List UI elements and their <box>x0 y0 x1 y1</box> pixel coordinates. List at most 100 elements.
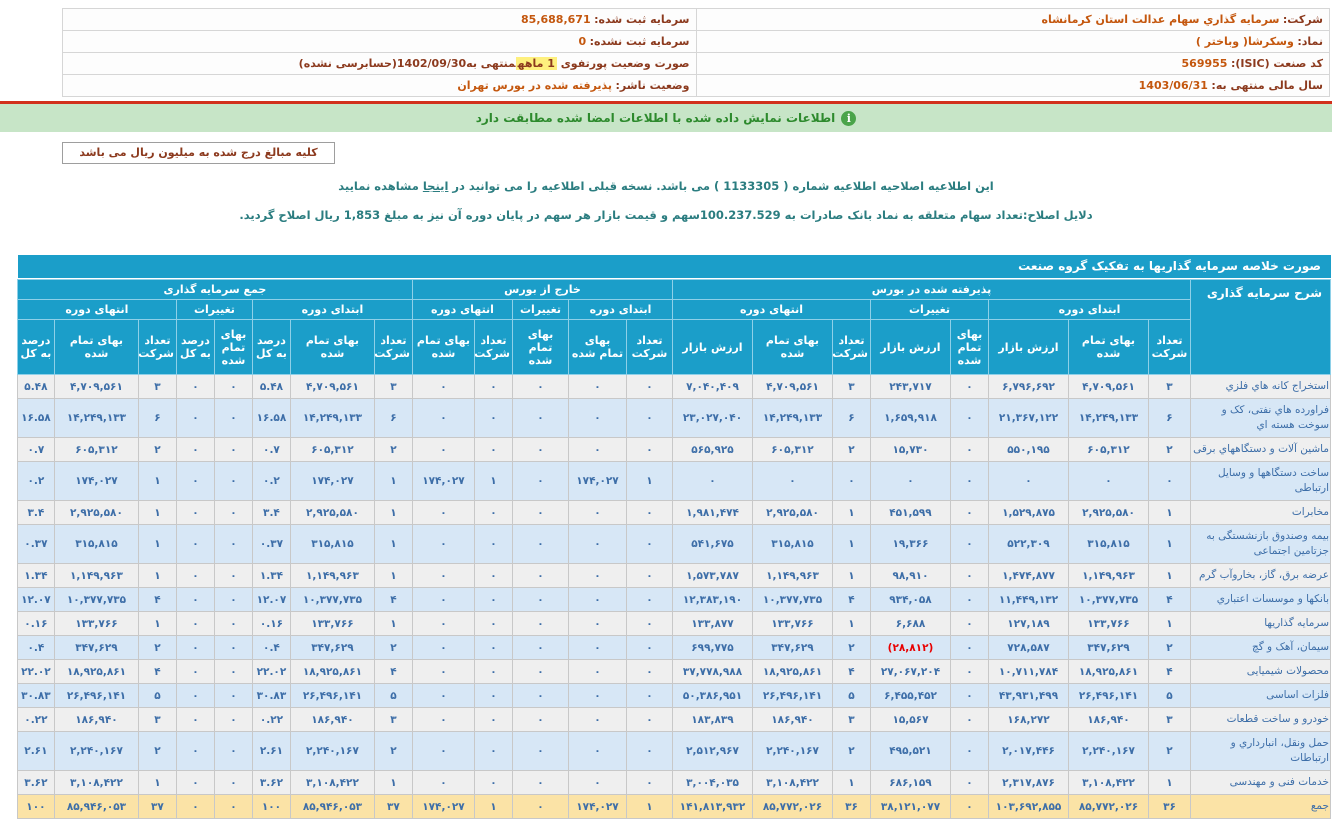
total-row: جمع ۳۶ ۸۵,۷۷۲,۰۲۶ ۱۰۳,۶۹۲,۸۵۵ ۰ ۳۸,۱۲۱,۰۷۷ ۳۶ ۸… <box>16 794 1331 819</box>
cell: ۰ <box>950 461 989 501</box>
info-row: نماد: وسکرشا( وباختر ) سرمایه ثبت نشده: … <box>62 30 1330 53</box>
cell: ۳۴۷,۶۲۹ <box>53 635 139 660</box>
leaf-column-header: ارزش بازار <box>988 319 1069 375</box>
cell: ۰ <box>411 611 476 636</box>
cell: ۱۳۳,۷۶۶ <box>752 611 833 636</box>
cell: ۲,۹۲۵,۵۸۰ <box>289 500 375 525</box>
cell: ۰ <box>411 437 476 462</box>
row-label: ماشین آلات و دستگاههاي برقی <box>1190 437 1331 462</box>
cell: ۳۰.۸۳ <box>251 683 291 708</box>
cell: ۰ <box>474 563 513 588</box>
cell: ۱,۱۴۹,۹۶۳ <box>289 563 375 588</box>
summary-table-body: استخراج کانه هاي فلزي ۳ ۴,۷۰۹,۵۶۱ ۶,۷۹۶,۶۹۲… <box>16 374 1331 819</box>
leaf-column-header: تعداد شرکت <box>832 319 871 375</box>
cell: ۰ <box>512 500 569 525</box>
cell: ۰.۲ <box>16 461 55 501</box>
cell: ۱۵,۵۶۷ <box>870 707 951 732</box>
cell: ۰ <box>175 731 215 771</box>
cell: (۲۸,۸۱۲) <box>870 635 951 660</box>
cell: ۲,۳۱۷,۸۷۶ <box>988 770 1069 795</box>
cell: ۰ <box>175 659 215 684</box>
cell: ۰ <box>568 563 627 588</box>
cell: ۰ <box>512 398 569 438</box>
table-row: ماشین آلات و دستگاههاي برقی ۲ ۶۰۵,۳۱۲ ۵۵۰,۱… <box>16 437 1331 462</box>
cell: ۰ <box>988 461 1069 501</box>
leaf-column-header: بهای تمام شده <box>752 319 833 375</box>
cell: ۰ <box>626 659 673 684</box>
cell: ۱ <box>137 524 177 564</box>
cell: ۲۲.۰۲ <box>16 659 55 684</box>
cell: ۷۲۸,۵۸۷ <box>988 635 1069 660</box>
subgroup-header: انتهای دوره <box>411 299 514 320</box>
cell: ۱۸,۹۲۵,۸۶۱ <box>289 659 375 684</box>
cell: ۱۳۳,۷۶۶ <box>53 611 139 636</box>
subgroup-header: تغییرات <box>870 299 989 320</box>
cell: ۱۴,۲۴۹,۱۳۳ <box>289 398 375 438</box>
cell: ۰.۷ <box>16 437 55 462</box>
subgroup-header: ابتدای دوره <box>568 299 673 320</box>
cell: ۸۵,۷۷۲,۰۲۶ <box>1068 794 1149 819</box>
cell: ۰ <box>213 707 253 732</box>
cell: ۶۹۹,۷۷۵ <box>672 635 753 660</box>
signature-match-banner: i اطلاعات نمایش داده شده با اطلاعات امضا… <box>0 104 1332 132</box>
cell: ۰ <box>626 635 673 660</box>
cell: ۱,۱۴۹,۹۶۳ <box>752 563 833 588</box>
cell: ۰ <box>568 398 627 438</box>
cell: ۱,۱۴۹,۹۶۳ <box>53 563 139 588</box>
table-row: مخابرات ۱ ۲,۹۲۵,۵۸۰ ۱,۵۲۹,۸۷۵ ۰ ۴۵۱,۵۹۹ ۱ ۲,۹۲۵… <box>16 500 1331 525</box>
cell: ۱۴,۲۴۹,۱۳۳ <box>752 398 833 438</box>
cell: ۳ <box>832 374 871 399</box>
unregistered-capital-value: 0 <box>578 35 587 48</box>
cell: ۱۲,۳۸۳,۱۹۰ <box>672 587 753 612</box>
table-row: خودرو و ساخت قطعات ۳ ۱۸۶,۹۴۰ ۱۶۸,۲۷۲ ۰ ۱۵,۵۶۷… <box>16 707 1331 732</box>
row-label: ساخت دستگاهها و وسایل ارتباطی <box>1190 461 1331 501</box>
cell: ۳۶ <box>832 794 871 819</box>
table-row: استخراج کانه هاي فلزي ۳ ۴,۷۰۹,۵۶۱ ۶,۷۹۶,۶۹۲… <box>16 374 1331 399</box>
cell: ۵.۴۸ <box>16 374 55 399</box>
cell: ۱۴,۲۴۹,۱۳۳ <box>53 398 139 438</box>
cell: ۴ <box>373 659 413 684</box>
cell: ۳,۱۰۸,۴۲۲ <box>289 770 375 795</box>
cell: ۱ <box>832 563 871 588</box>
cell: ۰ <box>474 707 513 732</box>
cell: ۰ <box>213 731 253 771</box>
cell: ۱۸۳,۸۳۹ <box>672 707 753 732</box>
cell: ۱۰,۳۷۷,۷۳۵ <box>752 587 833 612</box>
cell: ۰ <box>474 524 513 564</box>
cell: ۰ <box>512 683 569 708</box>
issuer-status-value: پذیرفته شده در بورس تهران <box>457 79 613 92</box>
cell: ۱۶۸,۲۷۲ <box>988 707 1069 732</box>
cell: ۲۱,۳۶۷,۱۲۲ <box>988 398 1069 438</box>
cell: ۳۷ <box>373 794 413 819</box>
registered-capital-value: 85,688,671 <box>521 13 591 26</box>
cell: ۱ <box>832 500 871 525</box>
leaf-column-header: تعداد شرکت <box>474 319 513 375</box>
issuer-status-label: وضعیت ناشر: <box>615 79 690 92</box>
row-label: سرمایه گذاریها <box>1190 611 1331 636</box>
leaf-column-header: درصد به کل <box>16 319 55 375</box>
table-row: فراورده هاي نفتی، کک و سوخت هسته اي ۶ ۱۴,۲… <box>16 398 1331 438</box>
cell: ۱ <box>137 500 177 525</box>
cell: ۰ <box>568 437 627 462</box>
cell: ۱ <box>373 524 413 564</box>
cell: ۱۳۳,۷۶۶ <box>1068 611 1149 636</box>
cell: ۰.۳۷ <box>251 524 291 564</box>
cell: ۱۸۶,۹۴۰ <box>53 707 139 732</box>
leaf-column-header: بهای تمام شده <box>512 319 569 375</box>
cell: ۳۰.۸۳ <box>16 683 55 708</box>
cell: ۰.۷ <box>251 437 291 462</box>
cell: ۸۵,۹۴۶,۰۵۳ <box>289 794 375 819</box>
cell: ۰ <box>474 635 513 660</box>
cell: ۰ <box>950 659 989 684</box>
cell: ۱ <box>1148 524 1191 564</box>
summary-table-head: شرح سرمایه گذاری پذیرفته شده در بورس خارج … <box>16 279 1331 375</box>
cell: ۱۰,۳۷۷,۷۳۵ <box>1068 587 1149 612</box>
cell: ۰ <box>474 611 513 636</box>
cell: ۰ <box>512 731 569 771</box>
cell: ۰ <box>175 683 215 708</box>
previous-version-link[interactable]: اینجا <box>422 179 449 193</box>
isic-field: کد صنعت (ISIC): 569955 <box>695 52 1330 75</box>
cell: ۰ <box>512 587 569 612</box>
cell: ۰ <box>411 398 476 438</box>
cell: ۱۸۶,۹۴۰ <box>1068 707 1149 732</box>
